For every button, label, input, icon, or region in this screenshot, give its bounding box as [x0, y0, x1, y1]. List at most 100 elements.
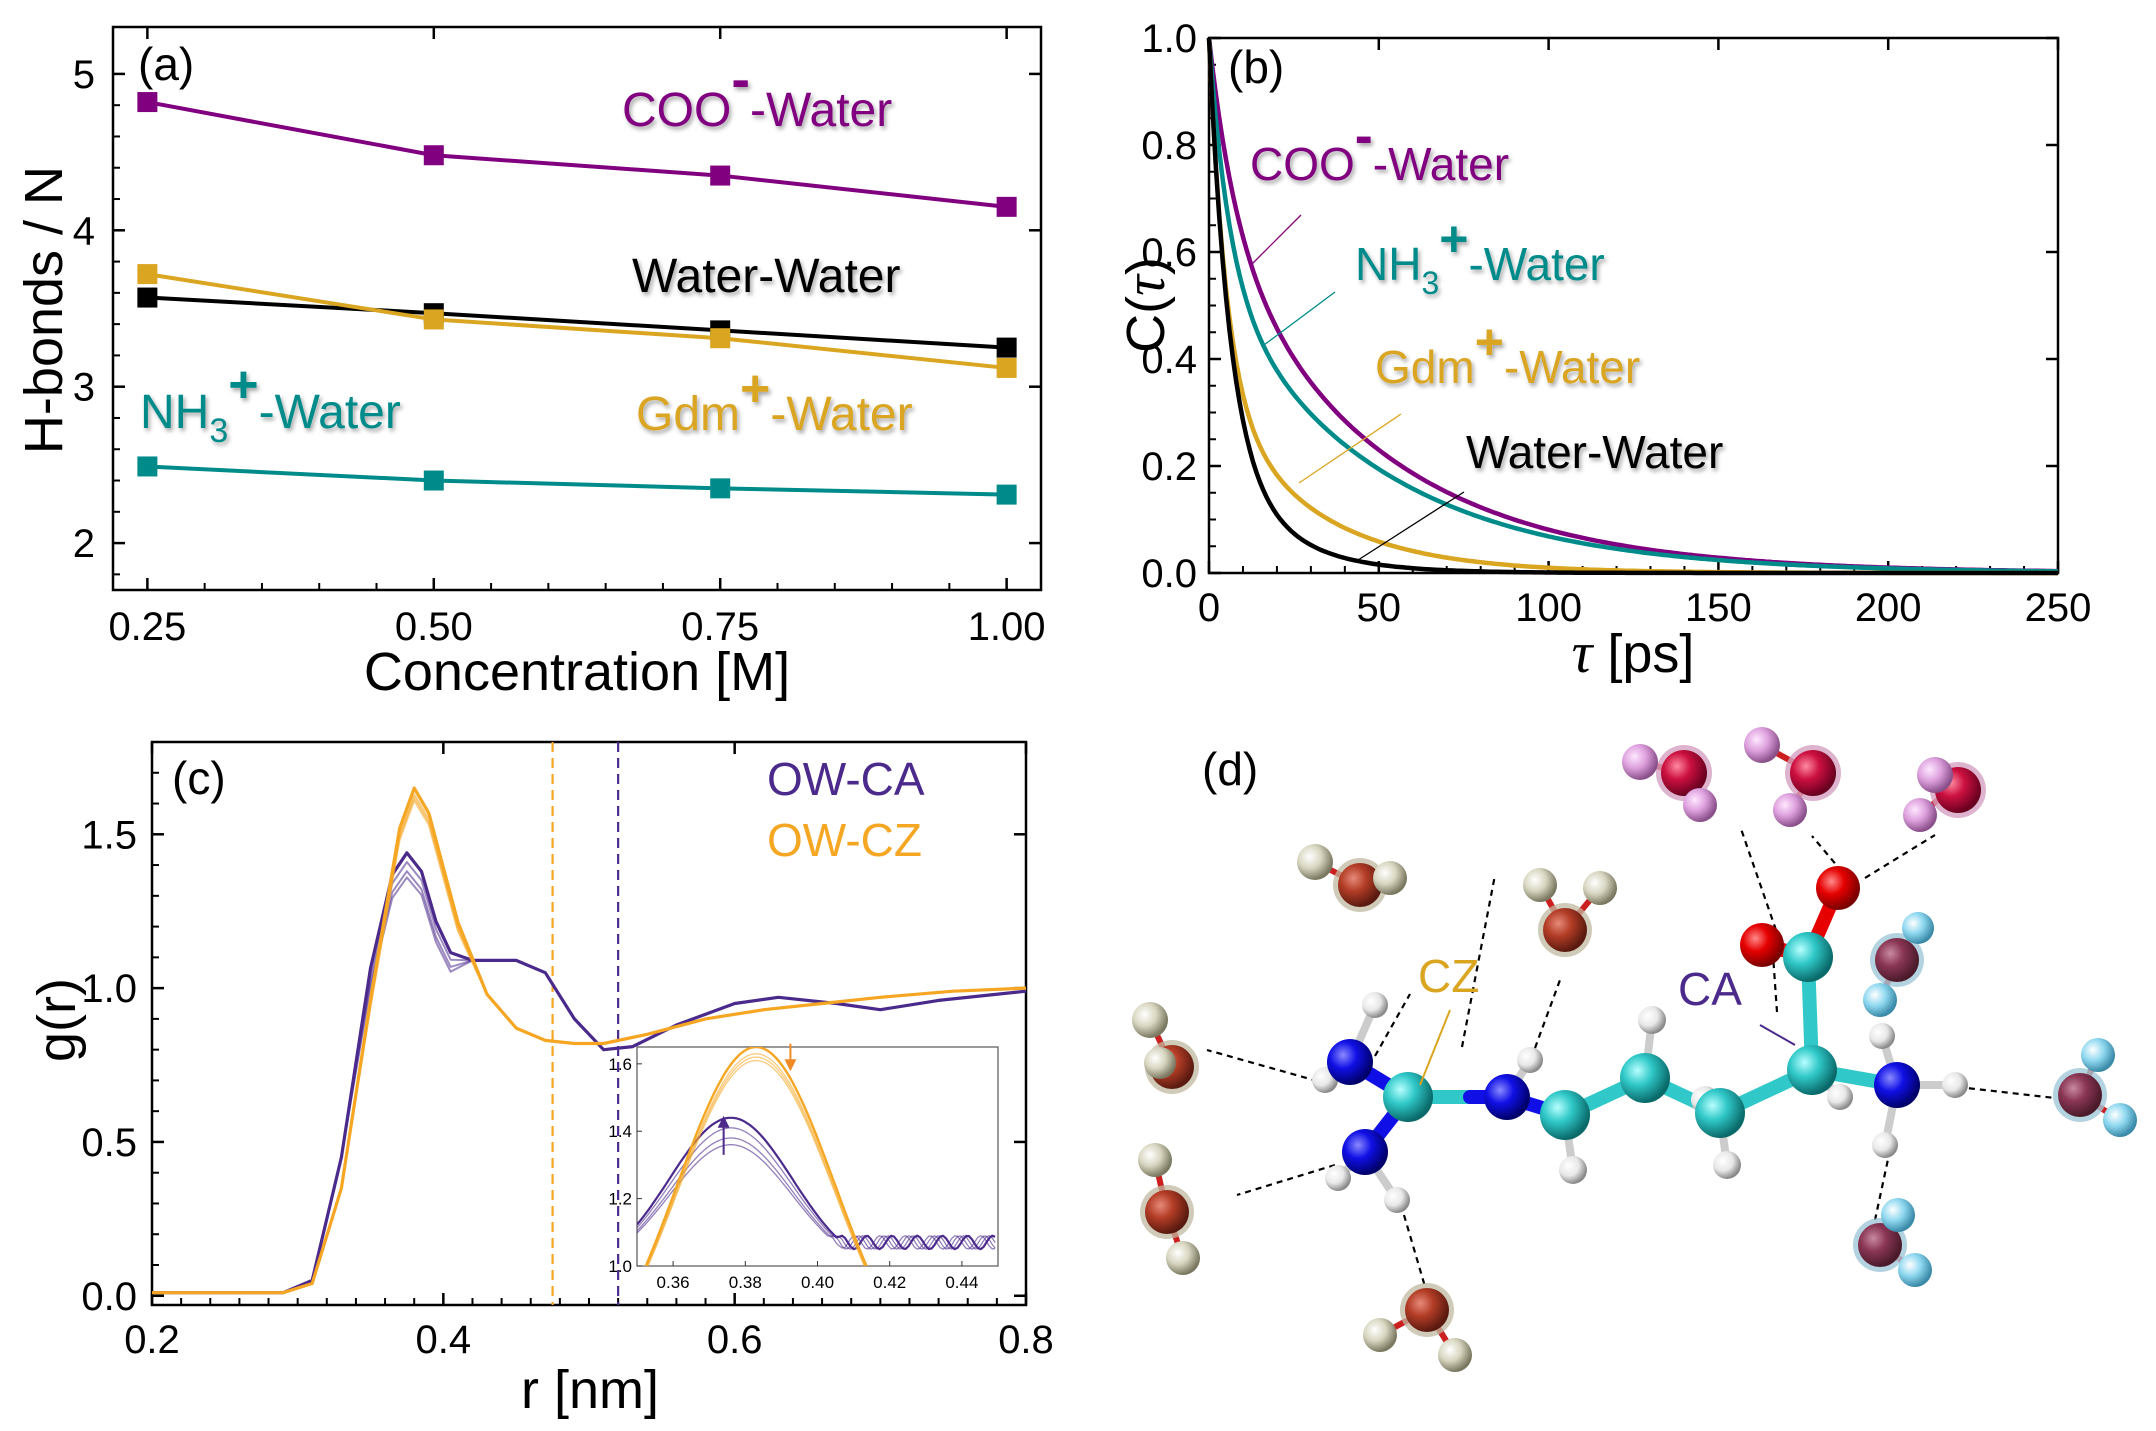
y-tick-label: 0.0 — [1141, 552, 1197, 596]
panel-a-label: (a) — [138, 38, 194, 90]
panel-a-xlabel: Concentration [M] — [364, 642, 790, 702]
x-tick-label: 0.8 — [998, 1318, 1054, 1362]
panel-b-pointer-water — [1354, 491, 1465, 563]
panel-b-ticks: 0 50 100 150 200 250 0.0 0.2 0.4 0.6 0.8 1.0 — [1141, 17, 2091, 630]
inset-ca-curve — [637, 1137, 996, 1250]
data-point — [996, 196, 1017, 217]
inset-cz-curve — [644, 1047, 868, 1266]
svg-text:NH3+-Water: NH3+-Water — [1355, 211, 1605, 301]
y-tick-label: 4 — [73, 209, 95, 253]
inset-ca-curve — [637, 1127, 996, 1250]
series-line-1 — [147, 295, 1007, 350]
panel-c-label: (c) — [172, 752, 226, 804]
y-tick-label: 0.5 — [81, 1121, 137, 1165]
panel-a: 0.25 0.50 0.75 1.00 2 3 4 5 (a) Concentration [… — [14, 25, 1046, 702]
data-point — [423, 309, 444, 330]
legend-ow-cz: OW-CZ — [767, 814, 922, 866]
panel-d: (d) — [1132, 727, 2137, 1372]
x-tick-label: 0.6 — [707, 1318, 763, 1362]
atom-oxygen — [1338, 863, 1382, 907]
panel-b-xlabel: τ [ps] — [1572, 620, 1695, 685]
panel-a-frame — [111, 25, 1043, 592]
y-tick-label: 0.6 — [1141, 231, 1197, 275]
data-point — [996, 357, 1017, 378]
panel-b-pointer-gdm — [1298, 413, 1402, 484]
inset-x-tick-label: 0.44 — [945, 1273, 978, 1292]
molecule-bonds — [1147, 742, 2123, 1358]
data-point — [423, 470, 444, 491]
molecule-atoms — [1132, 727, 2137, 1372]
data-point — [996, 484, 1017, 505]
panel-a-label-nh3: NH3+-Water — [140, 356, 401, 450]
x-tick-label: 100 — [1515, 586, 1582, 630]
svg-text:COO--Water: COO--Water — [1250, 106, 1509, 190]
x-tick-label: 250 — [2025, 586, 2092, 630]
rdf-curve-1-3 — [152, 799, 1027, 1294]
y-tick-label: 0.2 — [1141, 445, 1197, 489]
x-tick-label: 0.25 — [108, 605, 186, 649]
series-line-0 — [147, 100, 1007, 209]
inset-marks — [637, 1043, 996, 1266]
data-point — [710, 478, 731, 499]
inset-x-tick-label: 0.38 — [729, 1273, 762, 1292]
panel-a-label-gdm: Gdm+-Water — [636, 360, 913, 441]
inset-cz-curve — [646, 1053, 867, 1266]
data-point — [137, 287, 158, 308]
inset-x-tick-label: 0.36 — [657, 1273, 690, 1292]
y-tick-label: 1.0 — [81, 967, 137, 1011]
panel-b-label-water: Water-Water — [1466, 426, 1723, 478]
panel-a-marks — [137, 92, 1017, 505]
data-point — [710, 165, 731, 186]
data-point — [137, 456, 158, 477]
y-tick-label: 0.4 — [1141, 338, 1197, 382]
x-tick-label: 0.75 — [681, 605, 759, 649]
inset-cz-curve — [647, 1059, 865, 1266]
data-point — [137, 92, 158, 113]
series-line-2 — [147, 272, 1007, 370]
decay-curve-0 — [1206, 37, 2058, 574]
data-point — [423, 145, 444, 166]
decay-curve-1 — [1206, 37, 2058, 574]
y-tick-label: 5 — [73, 53, 95, 97]
panel-c-ylabel: g(r) — [27, 978, 87, 1062]
data-point — [710, 328, 731, 349]
x-tick-label: 150 — [1685, 586, 1752, 630]
rdf-curve-0-3 — [152, 876, 1027, 1294]
series-line-3 — [147, 464, 1007, 497]
panel-a-ticks: 0.25 0.50 0.75 1.00 2 3 4 5 — [73, 27, 1046, 649]
inset-down-arrow-head — [784, 1059, 797, 1072]
panel-c-marks — [152, 742, 1027, 1305]
inset-y-tick-label: 1.6 — [608, 1055, 632, 1074]
inset-curves — [637, 1047, 996, 1266]
label-coo-main: COO--Water — [622, 47, 892, 137]
decay-curve-2 — [1206, 37, 2058, 576]
legend-ow-ca: OW-CA — [767, 753, 925, 805]
y-tick-label: 2 — [73, 522, 95, 566]
ca-label: CA — [1678, 963, 1742, 1015]
panel-b-label-coo: COO--Water — [1250, 106, 1509, 190]
x-tick-label: 1.00 — [968, 605, 1046, 649]
y-tick-label: 0.8 — [1141, 124, 1197, 168]
inset-up-arrow-head — [717, 1115, 730, 1128]
y-tick-label: 1.5 — [81, 813, 137, 857]
y-tick-label: 0.0 — [81, 1275, 137, 1319]
inset-y-tick-label: 1.0 — [608, 1257, 632, 1276]
svg-text:NH3+-Water: NH3+-Water — [140, 356, 401, 450]
inset-x-tick-label: 0.40 — [801, 1273, 834, 1292]
inset-cz-curve — [646, 1056, 866, 1266]
panel-b-pointer-coo — [1250, 214, 1302, 266]
x-tick-label: 0 — [1198, 586, 1220, 630]
decay-curve-3 — [1206, 37, 2058, 576]
panel-b-ylabel: C(τ) — [1112, 257, 1177, 353]
inset-y-tick-label: 1.4 — [608, 1122, 632, 1141]
data-point — [996, 337, 1017, 358]
panel-b-marks — [1206, 37, 2058, 576]
panel-c-xlabel: r [nm] — [521, 1360, 659, 1420]
panel-d-label: (d) — [1202, 743, 1258, 795]
y-tick-label: 3 — [73, 366, 95, 410]
ca-pointer — [1759, 1024, 1796, 1046]
cz-pointer — [1419, 1009, 1451, 1086]
data-point — [137, 264, 158, 285]
panel-c: 0.2 0.4 0.6 0.8 0.0 0.5 1.0 1.5 (c) r [nm] g(r)… — [27, 740, 1054, 1420]
